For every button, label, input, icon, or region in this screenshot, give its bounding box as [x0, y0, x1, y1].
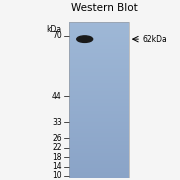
Text: 18: 18	[52, 153, 62, 162]
Text: 62kDa: 62kDa	[143, 35, 168, 44]
Text: 14: 14	[52, 162, 62, 171]
Text: Western Blot: Western Blot	[71, 3, 138, 13]
Text: 70: 70	[52, 31, 62, 40]
Ellipse shape	[77, 36, 93, 42]
Text: kDa: kDa	[47, 25, 62, 34]
Text: 26: 26	[52, 134, 62, 143]
Text: 44: 44	[52, 92, 62, 101]
Bar	[69, 22, 129, 178]
Text: 10: 10	[52, 171, 62, 180]
Text: 22: 22	[52, 143, 62, 152]
Text: 33: 33	[52, 118, 62, 127]
